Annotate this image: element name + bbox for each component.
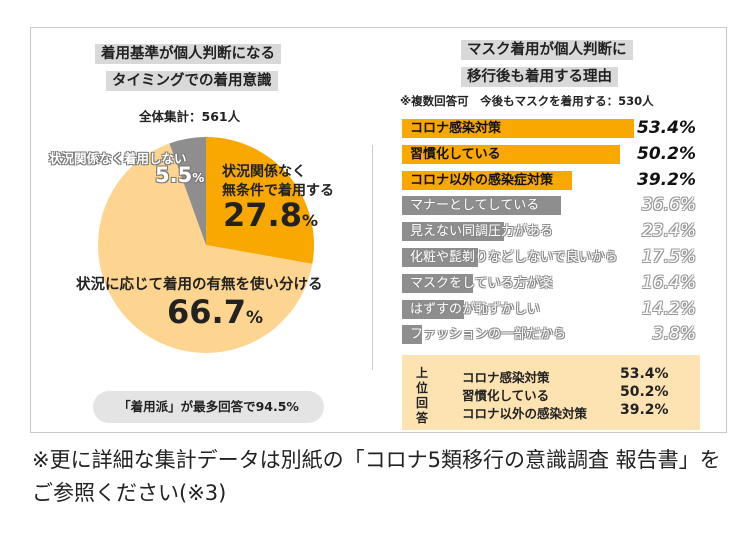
bar-value-label: 39.2% [637,169,696,190]
top-answer-label: コロナ感染対策 [462,370,550,385]
slice-label-unconditional-2: 無条件で着用する [222,183,334,199]
bar [402,144,621,164]
slice-value-unconditional: 27.8% [223,196,318,234]
bar-value-label: 36.6% [641,195,696,216]
footer-note: ※更に詳細な集計データは別紙の「コロナ5類移行の意識調査 報告書」をご参照くださ… [32,448,721,505]
bar-label: ファッションの一部だから [410,327,567,343]
bar [402,273,474,293]
top-answers-box [402,355,700,430]
top-answers-heading: 上 位 回 答 [416,366,429,425]
bar-label: マナーとしてしている [410,198,540,214]
pie-slice-never [169,137,206,245]
bar [402,299,464,319]
bar-value-label: 16.4% [641,272,696,293]
bar-label: コロナ以外の感染症対策 [410,172,554,188]
bar-title-line1: マスク着用が個人判断に [461,40,633,60]
slice-value-never: 5.5% [155,163,205,187]
bar [402,325,422,345]
bar-value-label: 3.8% [652,324,696,345]
top-answer-value: 50.2% [620,384,669,400]
bar-value-label: 53.4% [637,118,696,138]
bar-label: はずすのが恥ずかしい [410,301,541,317]
summary-pill: 「着用派」が最多回答で94.5% [93,391,324,423]
pie-slice-unconditional [206,137,314,264]
bar-label: コロナ感染対策 [410,121,502,136]
pie-title-line2: タイミングでの着用意識 [106,71,278,91]
bar-value-label: 50.2% [637,143,696,164]
bar-title-line2: 移行後も着用する理由 [461,67,618,87]
top-answer-value: 39.2% [620,402,669,418]
bar [402,170,573,190]
bar [402,248,479,267]
slice-label-unconditional-1: 状況関係なく [222,164,306,180]
pie-title-line1: 着用基準が個人判断になる [95,44,281,64]
bar-value-label: 17.5% [641,247,696,267]
bar [402,119,634,138]
bar-value-label: 23.4% [641,221,696,242]
slice-value-situational: 66.7% [167,293,263,331]
bar-label: マスクをしている方が楽 [410,275,553,291]
bar-note: ※複数回答可 今後もマスクを着用する：530人 [400,94,654,108]
bar [402,222,504,242]
bar-label: 習慣化している [410,146,501,162]
bar [402,196,561,216]
bar-label: 見えない同調圧力がある [410,224,554,240]
top-answer-value: 53.4% [620,366,669,382]
top-answer-label: コロナ以外の感染対策 [462,406,588,421]
panel-divider [372,145,373,370]
pie-slice-situational [98,143,313,353]
slice-label-never: 状況関係なく着用しない [49,151,187,166]
bar-label: 化粧や髭剃りなどしないで良いから [410,250,618,265]
pie-total: 全体集計：561人 [139,109,241,124]
top-answer-label: 習慣化している [462,388,550,403]
slice-label-situational: 状況に応じて着用の有無を使い分ける [76,277,323,293]
bar-value-label: 14.2% [641,298,696,319]
